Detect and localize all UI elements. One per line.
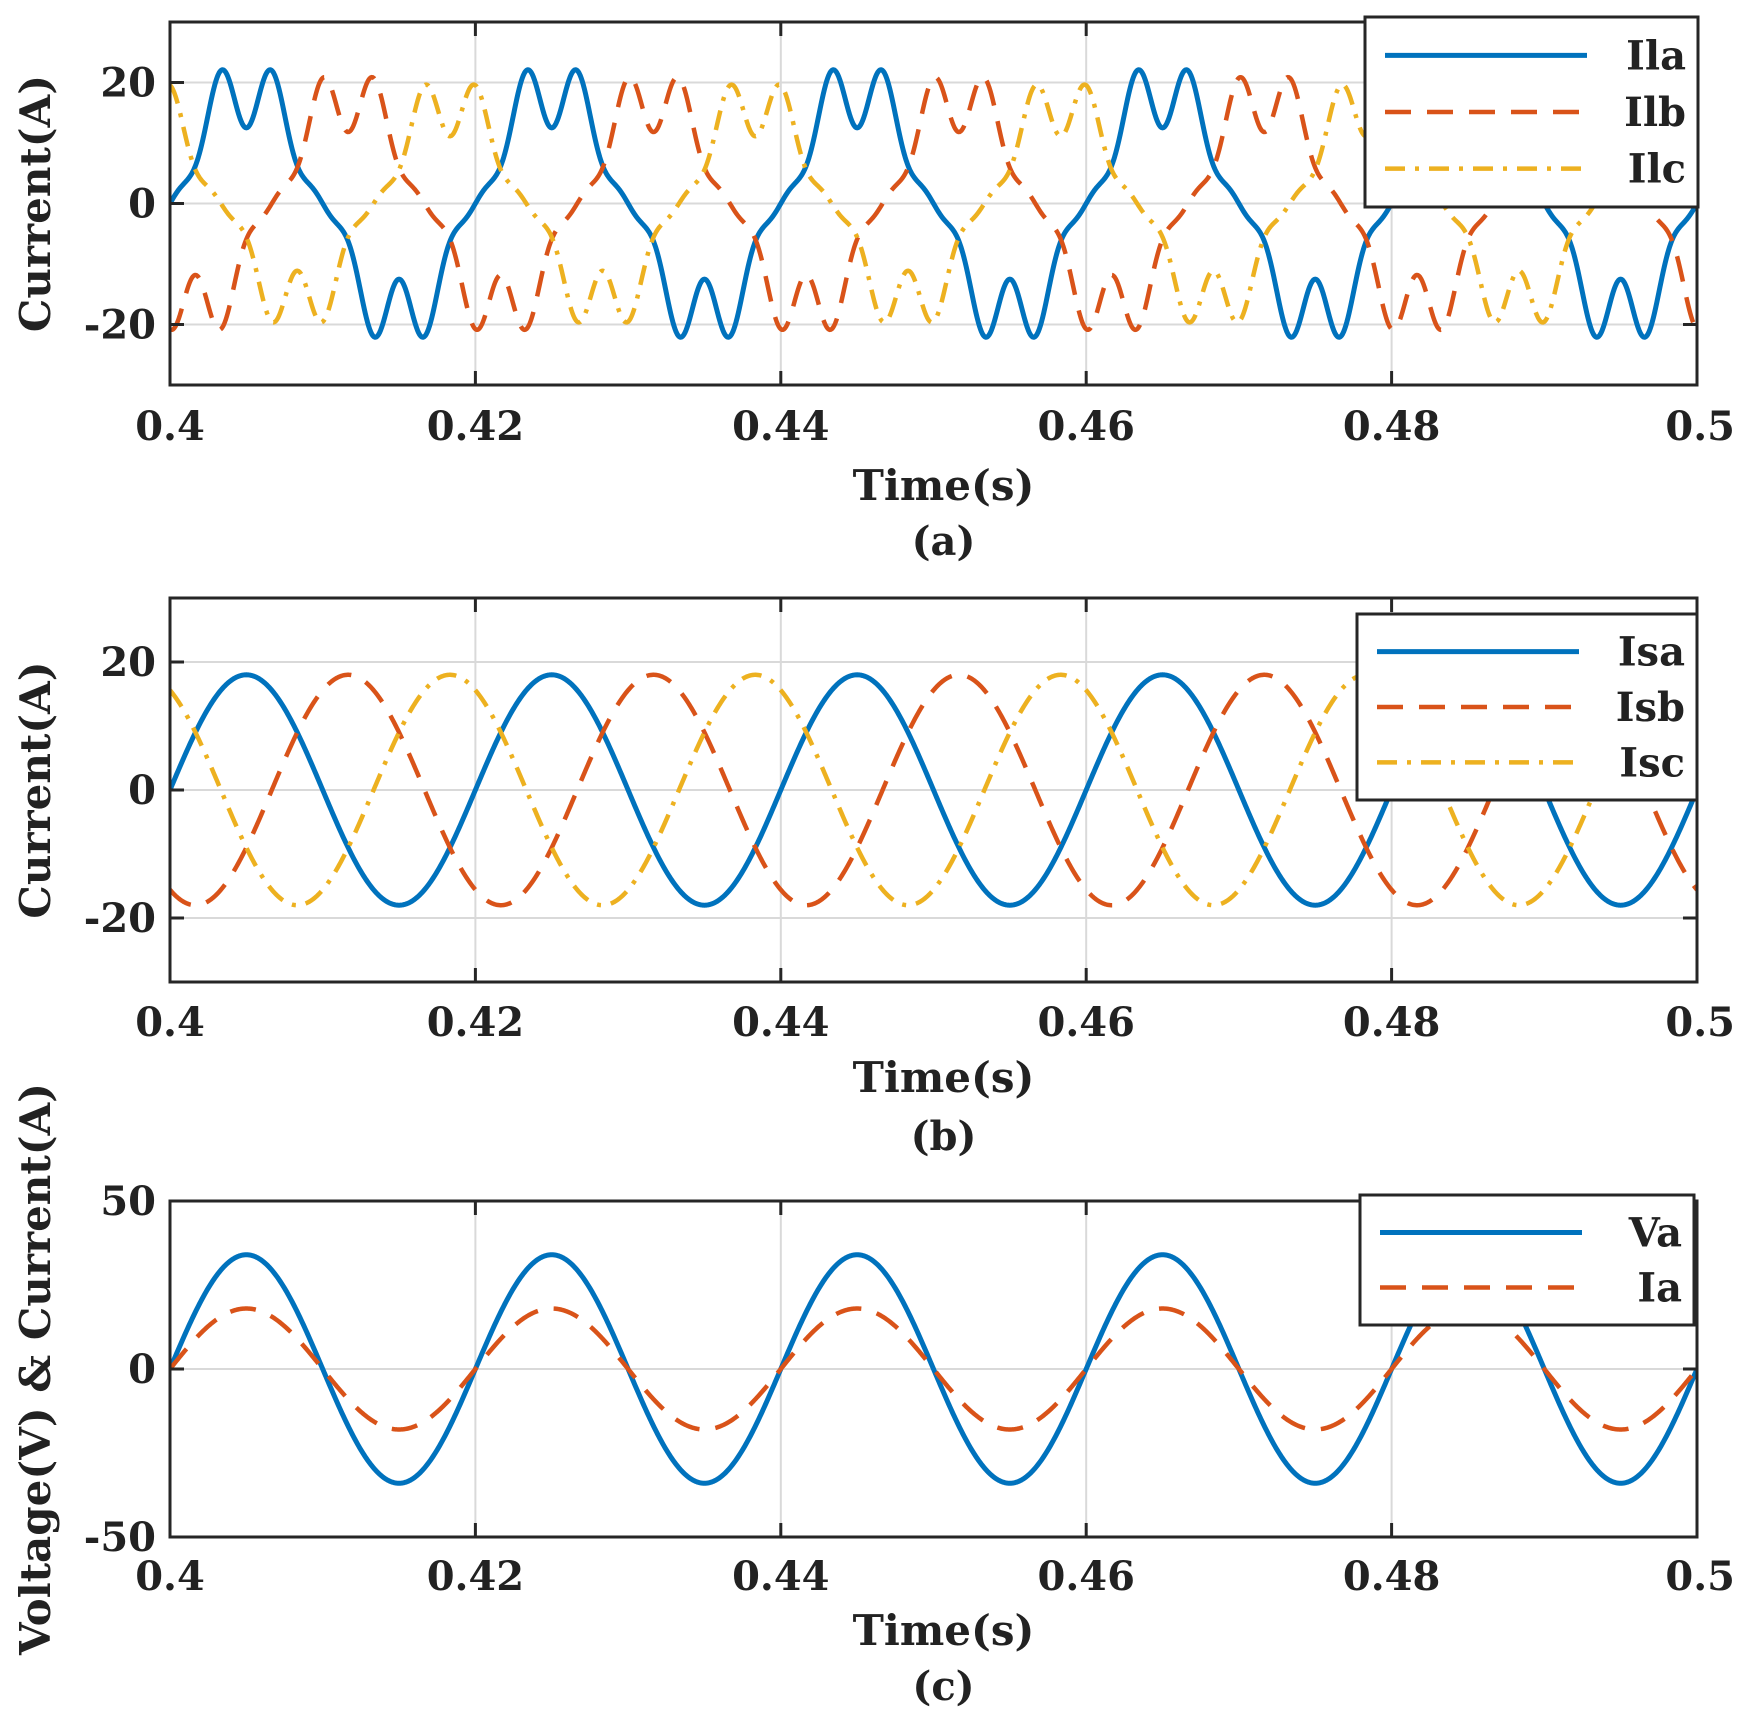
y-tick-label: 0 (128, 181, 156, 228)
legend-label-isc: Isc (1619, 739, 1685, 786)
x-tick-label: 0.5 (1665, 1553, 1735, 1600)
x-axis-label: Time(s) (853, 1053, 1035, 1102)
legend-label-isa: Isa (1618, 629, 1685, 676)
x-tick-label: 0.42 (427, 1553, 524, 1600)
x-tick-label: 0.4 (135, 999, 205, 1046)
y-tick-label: 50 (100, 1178, 156, 1225)
chart-panel-b: 0.4 0.42 0.44 0.46 0.48 0.5 -20 0 20 Time(s) Curre… (11, 596, 1735, 1160)
chart-panel-c: 0.4 0.42 0.44 0.46 0.48 0.5 -50 0 50 Time(s) Volta… (11, 1083, 1735, 1710)
y-axis-label: Current(A) (11, 75, 60, 332)
y-tick-label: -20 (84, 302, 156, 349)
y-tick-label: 0 (128, 1346, 156, 1393)
panel-caption: (b) (911, 1113, 977, 1160)
legend-label-ia: Ia (1637, 1265, 1682, 1312)
legend-label-ilc: Ilc (1628, 146, 1686, 193)
y-tick-label: -50 (84, 1514, 156, 1561)
series-line-isb (170, 672, 1697, 908)
panel-caption: (a) (912, 518, 976, 565)
x-tick-label: 0.44 (732, 999, 829, 1046)
legend-label-va: Va (1628, 1210, 1682, 1257)
legend-label-ilb: Ilb (1624, 89, 1686, 136)
x-tick-label: 0.4 (135, 1553, 205, 1600)
x-tick-label: 0.42 (427, 999, 524, 1046)
y-tick-label: 0 (128, 767, 156, 814)
legend: Va Ia (1358, 1193, 1696, 1327)
y-tick-label: 20 (100, 639, 156, 686)
y-tick-label: -20 (84, 895, 156, 942)
x-tick-label: 0.44 (732, 1553, 829, 1600)
panel-caption: (c) (912, 1663, 974, 1710)
legend: Ila Ilb Ilc (1363, 15, 1700, 209)
y-tick-label: 20 (100, 60, 156, 107)
x-tick-label: 0.5 (1665, 403, 1735, 450)
legend-label-ila: Ila (1626, 32, 1686, 79)
x-tick-label: 0.4 (135, 403, 205, 450)
x-axis-label: Time(s) (853, 1606, 1035, 1655)
legend: Isa Isb Isc (1355, 612, 1699, 802)
y-axis-label: Current(A) (11, 661, 60, 918)
legend-label-isb: Isb (1616, 684, 1685, 731)
y-axis-label: Voltage(V) & Current(A) (11, 1083, 60, 1656)
x-tick-label: 0.48 (1343, 403, 1440, 450)
x-axis-label: Time(s) (853, 461, 1035, 510)
x-tick-label: 0.48 (1343, 1553, 1440, 1600)
x-tick-label: 0.48 (1343, 999, 1440, 1046)
chart-panel-a: 0.4 0.42 0.44 0.46 0.48 0.5 -20 0 20 Time(s) Curre… (11, 15, 1735, 565)
x-tick-label: 0.5 (1665, 999, 1735, 1046)
x-tick-label: 0.46 (1037, 1553, 1134, 1600)
x-tick-label: 0.46 (1037, 403, 1134, 450)
x-tick-label: 0.42 (427, 403, 524, 450)
legend-box (1358, 1193, 1696, 1327)
x-tick-label: 0.44 (732, 403, 829, 450)
x-tick-label: 0.46 (1037, 999, 1134, 1046)
